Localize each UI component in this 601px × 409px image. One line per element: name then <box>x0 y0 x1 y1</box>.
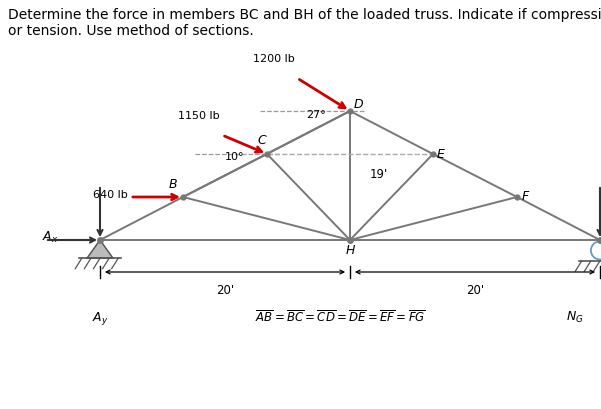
Text: $A_x$: $A_x$ <box>41 229 58 245</box>
Text: 10°: 10° <box>225 152 245 162</box>
Text: B: B <box>169 178 177 191</box>
Text: 19': 19' <box>370 169 388 182</box>
Text: $N_G$: $N_G$ <box>566 310 584 325</box>
Text: F: F <box>522 191 529 204</box>
Text: E: E <box>437 148 445 160</box>
Text: Determine the force in members BC and BH of the loaded truss. Indicate if compre: Determine the force in members BC and BH… <box>8 8 601 22</box>
Text: 20': 20' <box>466 284 484 297</box>
Text: $\overline{AB}=\overline{BC}=\overline{CD}=\overline{DE}=\overline{EF}=\overline: $\overline{AB}=\overline{BC}=\overline{C… <box>255 310 426 326</box>
Text: D: D <box>353 99 363 112</box>
Text: or tension. Use method of sections.: or tension. Use method of sections. <box>8 24 254 38</box>
Polygon shape <box>87 240 113 258</box>
Text: H: H <box>346 243 355 256</box>
Text: 1150 lb: 1150 lb <box>178 111 220 121</box>
Text: 27°: 27° <box>306 110 326 120</box>
Text: 1200 lb: 1200 lb <box>253 54 295 64</box>
Text: $A_y$: $A_y$ <box>92 310 108 327</box>
Text: 640 lb: 640 lb <box>93 190 128 200</box>
Text: C: C <box>258 133 266 146</box>
Text: 20': 20' <box>216 284 234 297</box>
